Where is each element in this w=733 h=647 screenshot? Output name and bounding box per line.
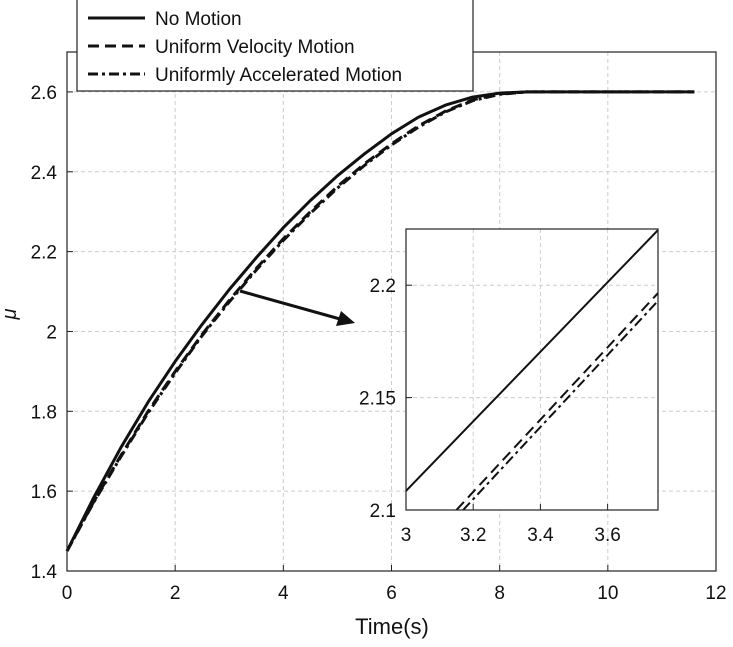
inset-grid [405,229,658,511]
x-tick-label: 2 [170,583,181,604]
x-tick-label: 3.2 [460,525,486,546]
y-axis-label: μ [0,308,21,320]
y-tick-label: 2.2 [370,276,396,297]
series-line-uniformly-accelerated-motion [65,90,695,552]
x-tick-label: 3 [401,525,412,546]
x-tick-label: 4 [278,583,289,604]
inset-y-tick-labels: 2.1 2.15 2.2 [359,276,396,522]
x-tick-label: 3.6 [594,525,620,546]
legend-label: Uniform Velocity Motion [155,37,355,58]
series-line-uniform-velocity-motion [65,90,695,552]
y-tick-label: 2.6 [31,83,57,104]
y-tick-label: 2.15 [359,389,396,410]
inset-x-tick-labels: 3 3.2 3.4 3.6 [401,525,621,546]
main-y-tick-labels: 1.4 1.6 1.8 2 2.2 2.4 2.6 [31,83,58,583]
series-line-no-motion [406,229,658,492]
legend-item-uniformly-accelerated: Uniformly Accelerated Motion [88,65,402,86]
main-series-lines [65,90,695,552]
zoom-arrow [239,289,355,326]
x-axis-label: Time(s) [355,614,429,639]
series-line-uniform-velocity-motion [455,292,658,510]
y-tick-label: 1.6 [31,482,57,503]
legend: No Motion Uniform Velocity Motion Unifor… [76,0,474,92]
y-tick-label: 1.8 [31,402,57,423]
legend-box [76,0,474,92]
main-x-tick-labels: 0 2 4 6 8 10 12 [62,583,727,604]
x-tick-label: 3.4 [527,525,554,546]
y-tick-label: 2.4 [31,163,58,184]
x-tick-label: 8 [494,583,505,604]
legend-label: No Motion [155,9,242,30]
y-tick-label: 2 [46,322,57,343]
x-tick-label: 12 [705,583,726,604]
inset-plot-area [406,229,658,510]
legend-label: Uniformly Accelerated Motion [155,65,402,86]
series-line-uniformly-accelerated-motion [462,300,658,510]
inset-series-lines [406,229,658,510]
inset-plot: 3 3.2 3.4 3.6 2.1 2.15 2.2 [359,228,659,546]
y-tick-label: 2.2 [31,243,57,264]
legend-item-no-motion: No Motion [88,9,242,30]
x-tick-label: 10 [597,583,618,604]
y-tick-label: 2.1 [370,501,396,522]
x-tick-label: 6 [386,583,397,604]
inset-plot-frame [405,228,659,511]
legend-item-uniform-velocity: Uniform Velocity Motion [88,37,355,58]
x-tick-label: 0 [62,583,73,604]
y-tick-label: 1.4 [31,562,58,583]
